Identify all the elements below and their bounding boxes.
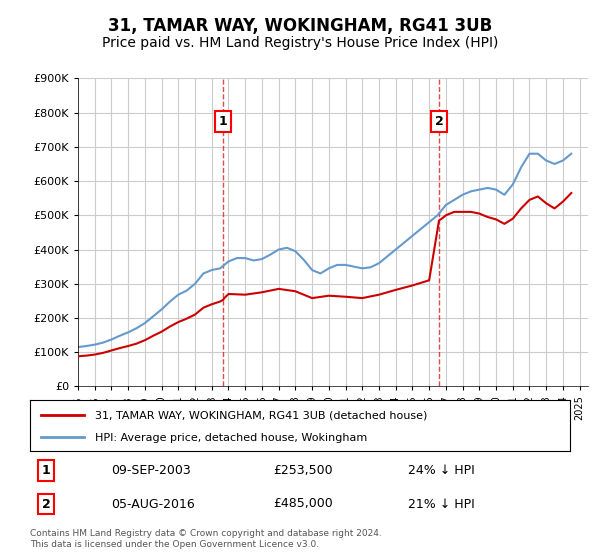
Text: £253,500: £253,500 bbox=[273, 464, 332, 477]
Text: HPI: Average price, detached house, Wokingham: HPI: Average price, detached house, Woki… bbox=[95, 433, 367, 443]
Text: £485,000: £485,000 bbox=[273, 497, 333, 511]
Text: 2: 2 bbox=[42, 497, 50, 511]
Text: 31, TAMAR WAY, WOKINGHAM, RG41 3UB: 31, TAMAR WAY, WOKINGHAM, RG41 3UB bbox=[108, 17, 492, 35]
Text: 1: 1 bbox=[219, 115, 227, 128]
Text: 09-SEP-2003: 09-SEP-2003 bbox=[111, 464, 191, 477]
Text: 05-AUG-2016: 05-AUG-2016 bbox=[111, 497, 195, 511]
Text: 2: 2 bbox=[434, 115, 443, 128]
Text: Contains HM Land Registry data © Crown copyright and database right 2024.
This d: Contains HM Land Registry data © Crown c… bbox=[30, 529, 382, 549]
Text: 24% ↓ HPI: 24% ↓ HPI bbox=[408, 464, 475, 477]
Text: Price paid vs. HM Land Registry's House Price Index (HPI): Price paid vs. HM Land Registry's House … bbox=[102, 36, 498, 50]
Text: 31, TAMAR WAY, WOKINGHAM, RG41 3UB (detached house): 31, TAMAR WAY, WOKINGHAM, RG41 3UB (deta… bbox=[95, 410, 427, 421]
Text: 21% ↓ HPI: 21% ↓ HPI bbox=[408, 497, 475, 511]
Text: 1: 1 bbox=[42, 464, 50, 477]
